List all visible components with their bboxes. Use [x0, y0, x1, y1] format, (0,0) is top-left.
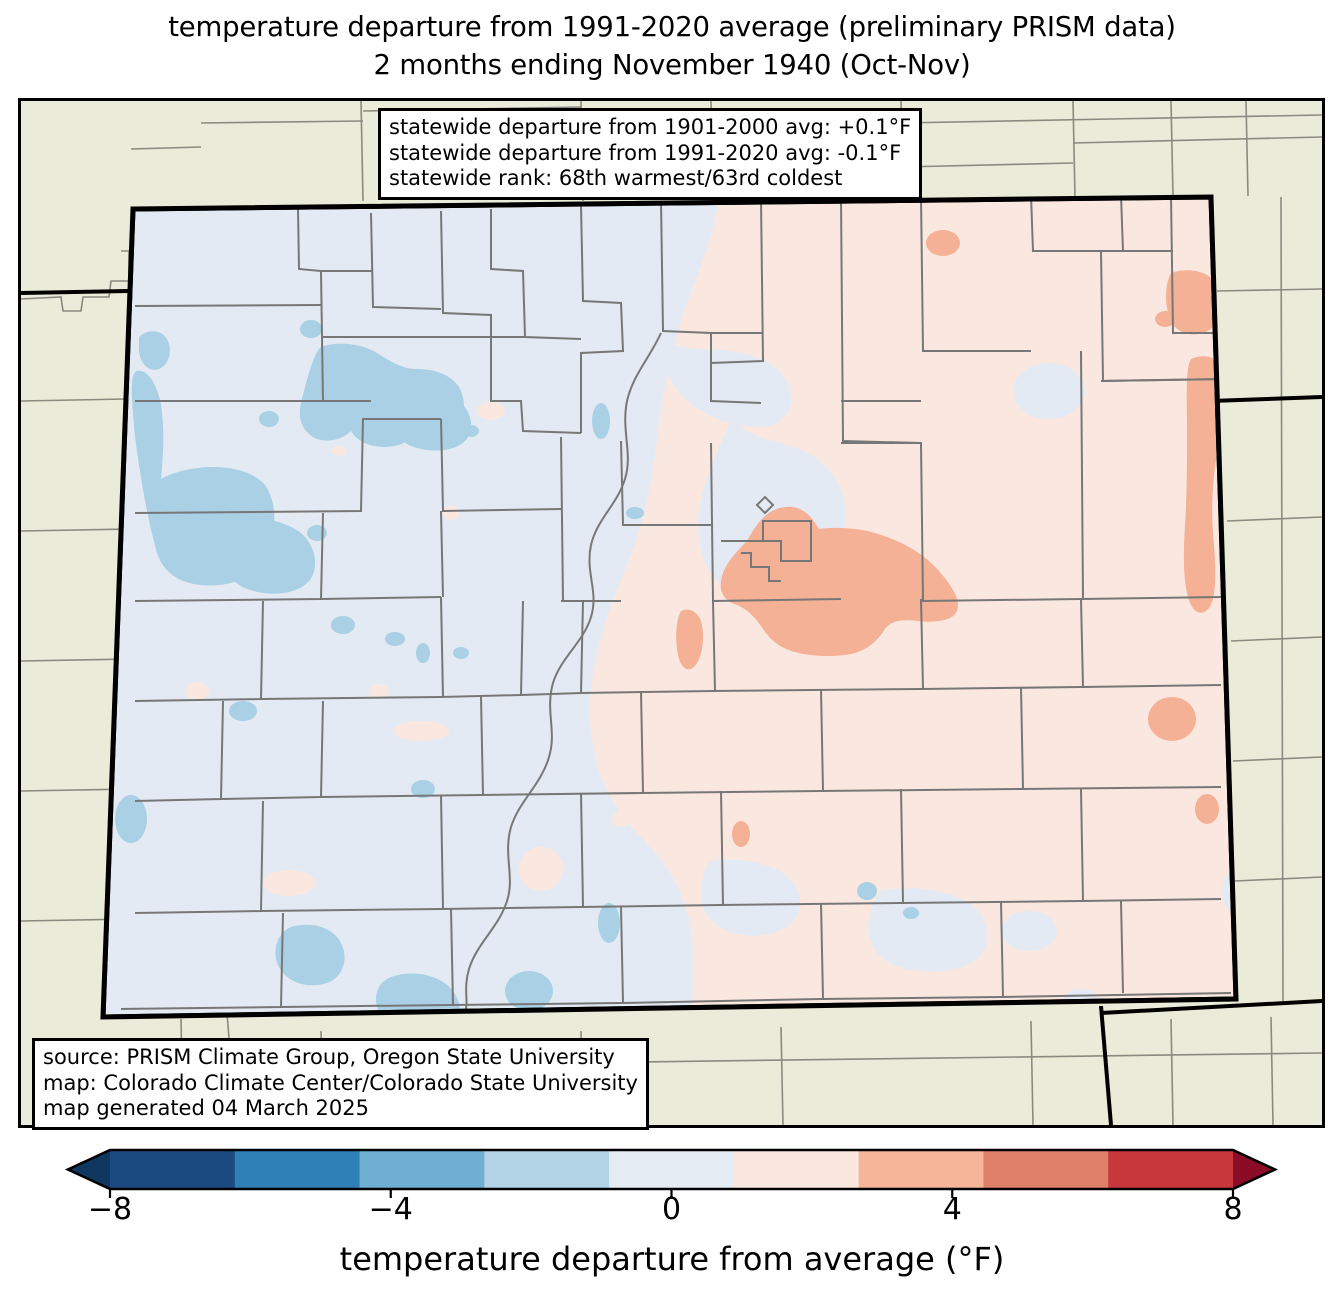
cool-mid-blob-c4 — [453, 647, 469, 659]
warm-mid-blob-east-border — [1166, 270, 1222, 335]
cool-mid-blob-sw1 — [115, 795, 147, 843]
cool-mid-blob-sw2 — [411, 780, 435, 798]
colorbar-swatches — [64, 1148, 1279, 1198]
cool-mid-blob-c5 — [229, 701, 257, 721]
colorbar-tick-label: −8 — [87, 1192, 133, 1227]
colorbar-tick-label: 8 — [1223, 1192, 1243, 1227]
neighbor-state-boundaries — [21, 289, 1322, 1125]
colorbar-axis-label: temperature departure from average (°F) — [339, 1240, 1005, 1278]
cool-blob-se-1 — [700, 859, 801, 936]
cool-mid-blob-c1 — [331, 616, 355, 634]
warm-light-speckle-1 — [477, 402, 505, 420]
colorbar-segment — [1108, 1150, 1234, 1189]
stats-line-1: statewide departure from 1901-2000 avg: … — [389, 115, 912, 139]
front-range-cool-notch — [657, 337, 792, 427]
colorbar-segment — [609, 1150, 735, 1189]
source-credit-box: source: PRISM Climate Group, Oregon Stat… — [32, 1038, 649, 1130]
warm-mid-blob-e-low — [1195, 794, 1219, 824]
map-canvas — [21, 101, 1322, 1125]
colorbar-tick-labels: −8 −4 0 4 8 — [0, 1192, 1344, 1236]
source-line-1: source: PRISM Climate Group, Oregon Stat… — [43, 1045, 615, 1069]
stats-line-2: statewide departure from 1991-2020 avg: … — [389, 140, 902, 165]
cool-mid-roan — [220, 518, 316, 594]
cool-mid-park-range-2 — [389, 390, 472, 451]
colorbar-segment — [359, 1150, 485, 1189]
warm-mid-blob-central — [732, 821, 750, 847]
warm-mid-palmer-divide — [720, 506, 959, 656]
cool-blob-se-5 — [1222, 869, 1236, 913]
warm-light-speckle-6 — [519, 847, 563, 891]
warm-light-speckle-3 — [185, 682, 209, 700]
warm-light-speckle-7 — [612, 811, 630, 827]
colorbar-under-arrow — [68, 1150, 110, 1189]
colorbar-over-arrow — [1233, 1150, 1275, 1189]
chart-title: temperature departure from 1991-2020 ave… — [0, 8, 1344, 84]
cool-mid-blob-n2 — [259, 411, 279, 427]
cool-mid-blob-c3 — [416, 643, 430, 663]
warm-mid-blob-n — [926, 230, 960, 256]
cool-mid-blob-s1 — [598, 903, 620, 943]
warm-light-speckle-5 — [263, 870, 315, 896]
cool-mid-blob-s3 — [903, 907, 919, 919]
cool-mid-san-juan-3 — [505, 971, 553, 1011]
map-panel — [18, 98, 1325, 1128]
colorbar-ticks — [108, 1189, 1235, 1198]
cool-mid-blob-n6 — [626, 507, 644, 519]
cool-blob-se-3 — [1001, 911, 1057, 951]
warm-mid-blob-e-mid — [1148, 697, 1196, 741]
cool-island-ne — [1013, 363, 1085, 419]
cool-mid-blob-n3 — [307, 525, 327, 541]
cool-mid-blob-n1 — [300, 320, 322, 338]
colorado-interior — [103, 197, 1236, 1017]
colorbar-tick-label: −4 — [368, 1192, 413, 1227]
cool-blob-se-2 — [868, 888, 988, 972]
warm-mid-blob-nw — [676, 609, 704, 670]
colorbar — [0, 1142, 1344, 1242]
cool-mid-blob-c2 — [385, 632, 405, 646]
title-line-2: 2 months ending November 1940 (Oct-Nov) — [373, 49, 971, 81]
cool-mid-blob-n4 — [463, 425, 479, 437]
cool-mid-flat-tops — [139, 331, 170, 370]
warm-light-speckle-4 — [393, 721, 449, 741]
stats-line-3: statewide rank: 68th warmest/63rd coldes… — [389, 166, 843, 190]
colorbar-tick-label: 0 — [661, 1192, 682, 1227]
county-lines — [120, 197, 1232, 1014]
source-line-2: map: Colorado Climate Center/Colorado St… — [43, 1070, 638, 1095]
cool-mid-blob-n5 — [592, 403, 610, 439]
source-line-3: map generated 04 March 2025 — [43, 1096, 370, 1120]
colorbar-segment-group — [68, 1150, 1275, 1189]
colorbar-segment — [110, 1150, 236, 1189]
warm-mid-blob-east-strip — [1183, 356, 1225, 613]
warm-light-speckle-10 — [332, 446, 346, 456]
cool-mid-san-juan-1 — [275, 924, 345, 986]
colorbar-segment — [983, 1150, 1109, 1189]
statewide-stats-box: statewide departure from 1901-2000 avg: … — [378, 108, 923, 200]
colorbar-segment — [858, 1150, 985, 1189]
colorbar-tick-label: 4 — [942, 1192, 962, 1227]
colorado-state-border-overlay — [100, 194, 1239, 1020]
colorbar-segment — [234, 1150, 361, 1189]
warm-light-speckle-8 — [643, 785, 659, 797]
cool-mid-blob-s2 — [857, 882, 877, 900]
warm-light-speckle-2 — [369, 684, 389, 698]
colorbar-segment — [484, 1150, 610, 1189]
colorbar-segment — [733, 1150, 860, 1189]
warm-light-speckle-9 — [442, 506, 460, 520]
title-line-1: temperature departure from 1991-2020 ave… — [168, 11, 1176, 43]
colorado-anomaly-map — [21, 101, 1322, 1125]
